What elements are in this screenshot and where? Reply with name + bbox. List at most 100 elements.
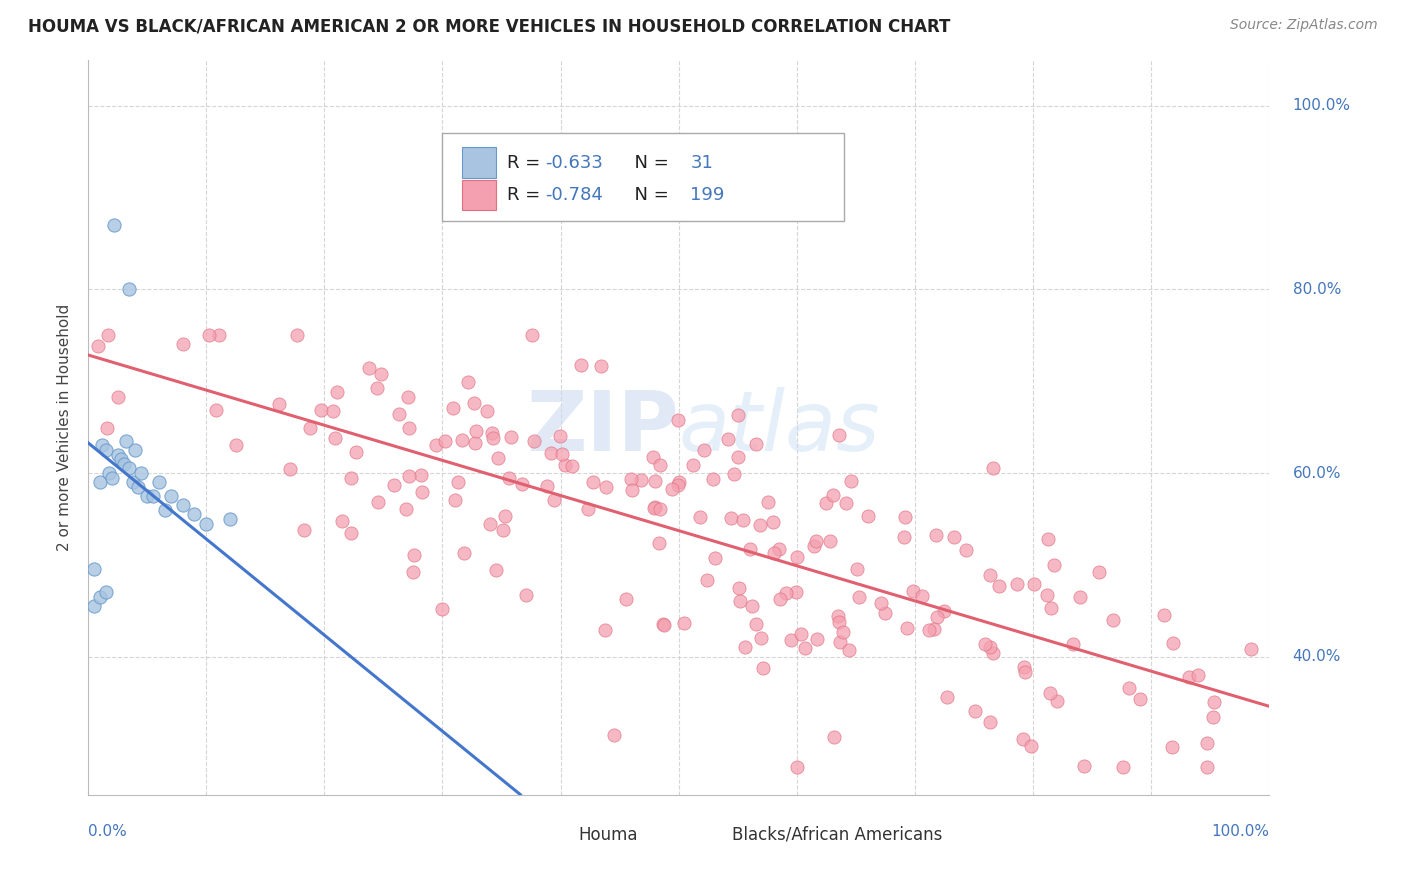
- Point: [820, 533, 842, 548]
- Point: [1036, 533, 1059, 547]
- Point: [492, 523, 515, 537]
- Point: [398, 420, 420, 434]
- Point: [769, 591, 792, 606]
- Point: [548, 429, 571, 443]
- Point: [450, 433, 472, 447]
- Point: [486, 450, 509, 465]
- Point: [204, 403, 226, 417]
- Point: [195, 516, 218, 531]
- Point: [848, 590, 870, 604]
- Point: [94, 585, 117, 599]
- Point: [1195, 736, 1218, 750]
- Point: [720, 510, 742, 524]
- Point: [322, 404, 344, 418]
- Point: [644, 500, 666, 515]
- Point: [979, 715, 1001, 730]
- Point: [453, 545, 475, 559]
- Point: [225, 437, 247, 451]
- Point: [641, 450, 664, 464]
- Point: [183, 508, 205, 522]
- Point: [323, 431, 346, 445]
- Point: [1197, 760, 1219, 774]
- Point: [790, 626, 813, 640]
- Point: [129, 466, 152, 480]
- Point: [741, 599, 763, 614]
- Point: [911, 589, 934, 603]
- Point: [402, 549, 425, 563]
- Point: [963, 705, 986, 719]
- Point: [727, 582, 749, 596]
- Point: [827, 609, 849, 624]
- Point: [1187, 667, 1209, 681]
- Text: 40.0%: 40.0%: [1292, 649, 1341, 665]
- Point: [828, 615, 851, 629]
- Point: [786, 549, 808, 564]
- Point: [89, 475, 111, 490]
- Point: [942, 530, 965, 544]
- Point: [94, 443, 117, 458]
- Point: [395, 501, 418, 516]
- Text: HOUMA VS BLACK/AFRICAN AMERICAN 2 OR MORE VEHICLES IN HOUSEHOLD CORRELATION CHAR: HOUMA VS BLACK/AFRICAN AMERICAN 2 OR MOR…: [28, 18, 950, 36]
- Point: [122, 475, 145, 490]
- Point: [540, 446, 562, 460]
- Point: [870, 596, 893, 610]
- Text: N =: N =: [623, 186, 669, 204]
- Point: [702, 472, 724, 486]
- Point: [311, 403, 333, 417]
- Point: [815, 496, 838, 510]
- Point: [91, 438, 114, 452]
- Point: [661, 482, 683, 496]
- Point: [650, 458, 672, 472]
- Point: [494, 509, 516, 524]
- Point: [1118, 681, 1140, 695]
- Point: [561, 458, 583, 473]
- Y-axis label: 2 or more Vehicles in Household: 2 or more Vehicles in Household: [58, 303, 72, 550]
- Point: [370, 367, 392, 381]
- Point: [973, 637, 995, 651]
- Text: R =: R =: [508, 186, 547, 204]
- Point: [1073, 759, 1095, 773]
- Point: [551, 447, 574, 461]
- Point: [346, 444, 368, 458]
- Point: [1161, 739, 1184, 754]
- Point: [98, 466, 121, 480]
- Point: [83, 562, 105, 576]
- Point: [87, 339, 110, 353]
- Point: [485, 563, 508, 577]
- Point: [591, 359, 613, 373]
- Point: [875, 606, 897, 620]
- Point: [979, 568, 1001, 582]
- Point: [794, 640, 817, 655]
- Point: [652, 617, 675, 632]
- Point: [727, 408, 749, 422]
- Point: [208, 328, 231, 343]
- Point: [118, 282, 141, 296]
- Point: [620, 472, 643, 486]
- Point: [463, 395, 485, 409]
- Point: [595, 479, 617, 493]
- Point: [83, 599, 105, 614]
- Point: [845, 562, 868, 576]
- Point: [1153, 608, 1175, 623]
- Point: [756, 494, 779, 508]
- Point: [127, 480, 149, 494]
- Point: [520, 328, 543, 343]
- Point: [616, 591, 638, 606]
- Point: [218, 512, 240, 526]
- Point: [934, 604, 956, 618]
- Point: [96, 421, 118, 435]
- Point: [100, 470, 122, 484]
- Point: [382, 478, 405, 492]
- Point: [832, 625, 855, 640]
- Point: [823, 730, 845, 744]
- Point: [987, 579, 1010, 593]
- Point: [172, 336, 194, 351]
- Point: [979, 640, 1001, 654]
- Point: [785, 585, 807, 599]
- Point: [927, 609, 949, 624]
- Point: [768, 541, 790, 556]
- Point: [292, 523, 315, 537]
- Point: [918, 623, 941, 637]
- Point: [396, 390, 419, 404]
- Point: [388, 407, 411, 421]
